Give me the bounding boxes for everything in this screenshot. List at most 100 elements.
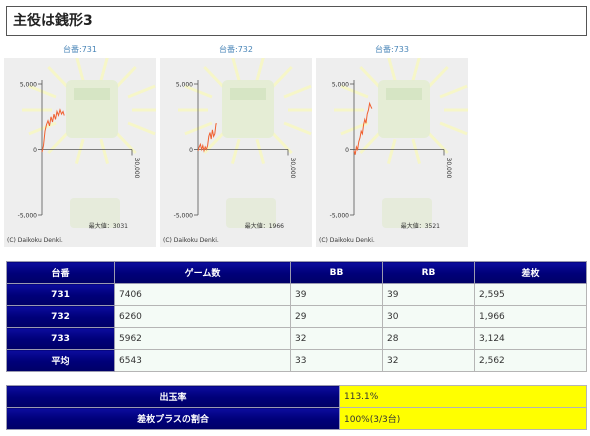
y-tick-label: 0 (33, 147, 37, 154)
max-value-label: 最大値：1966 (245, 222, 284, 230)
y-tick-label: 5,000 (176, 82, 193, 89)
decorative-ray (427, 132, 449, 155)
decorative-ray (184, 121, 213, 136)
x-end-label: 30,000 (133, 158, 140, 179)
cell-bb: 29 (290, 305, 383, 328)
summary-value-payout-rate: 113.1% (339, 385, 587, 408)
y-tick-label: 5,000 (20, 82, 37, 89)
cell-bb: 33 (290, 349, 383, 372)
decorative-ray (127, 84, 156, 99)
row-label: 平均 (6, 349, 115, 372)
decorative-ray (439, 84, 468, 99)
decorative-machine-band (74, 88, 110, 100)
cell-games: 6543 (114, 349, 291, 372)
copyright-label: (C) Daikoku Denki. (7, 237, 63, 244)
series-line (353, 101, 373, 155)
decorative-ray (386, 138, 397, 165)
decorative-ray (230, 138, 241, 165)
cell-rb: 39 (382, 283, 475, 306)
col-header-rb: RB (382, 261, 475, 284)
x-end-label: 30,000 (289, 158, 296, 179)
decorative-machine-band (386, 88, 422, 100)
table-row-average: 平均 6543 33 32 2,562 (6, 349, 587, 372)
table-header-row: 台番 ゲーム数 BB RB 差枚 (6, 261, 587, 284)
summary-label-payout-rate: 出玉率 (6, 385, 340, 408)
decorative-ray (255, 138, 266, 165)
cell-games: 7406 (114, 283, 291, 306)
decorative-ray (359, 65, 381, 88)
graph-card-733: 台番:733 5,000 0 -5,000 30,000 最大値：3521 (C) Dai… (316, 44, 468, 247)
y-tick-label: 5,000 (332, 82, 349, 89)
graph-card-732: 台番:732 5,000 0 -5,000 30,000 最大値：1966 (C) Dai… (160, 44, 312, 247)
decorative-machine-lower (70, 198, 120, 228)
decorative-ray (115, 65, 137, 88)
decorative-ray (231, 58, 241, 82)
decorative-ray (127, 121, 156, 136)
decorative-ray (184, 84, 213, 99)
max-value-label: 最大値：3031 (89, 222, 128, 230)
graph-machine-label: 台番:733 (375, 45, 409, 54)
decorative-ray (427, 65, 449, 88)
decorative-ray (203, 65, 225, 88)
row-label: 731 (6, 283, 115, 306)
decorative-ray (75, 58, 85, 82)
col-header-diff: 差枚 (474, 261, 587, 284)
decorative-ray (283, 121, 312, 136)
decorative-ray (411, 58, 421, 82)
decorative-ray (255, 58, 265, 82)
cell-games: 5962 (114, 327, 291, 350)
cell-bb: 39 (290, 283, 383, 306)
y-tick-label: -5,000 (174, 213, 194, 220)
max-value-label: 最大値：3521 (401, 222, 440, 230)
decorative-ray (115, 132, 137, 155)
page-title: 主役は銭形3 (6, 6, 587, 36)
cell-diff: 1,966 (474, 305, 587, 328)
decorative-ray (340, 84, 369, 99)
decorative-ray (74, 138, 85, 165)
table-row: 732 6260 29 30 1,966 (6, 305, 587, 328)
decorative-machine-lower (226, 198, 276, 228)
decorative-ray (271, 132, 293, 155)
cell-rb: 32 (382, 349, 475, 372)
cell-bb: 32 (290, 327, 383, 350)
summary-row: 差枚プラスの割合 100%(3/3台) (6, 407, 587, 430)
x-end-label: 30,000 (445, 158, 452, 179)
copyright-label: (C) Daikoku Denki. (163, 237, 219, 244)
decorative-machine-band (230, 88, 266, 100)
cell-games: 6260 (114, 305, 291, 328)
slump-graph: 5,000 0 -5,000 30,000 最大値：3521 (C) Daikoku De… (316, 58, 468, 247)
y-tick-label: 0 (345, 147, 349, 154)
col-header-games: ゲーム数 (114, 261, 291, 284)
row-label: 733 (6, 327, 115, 350)
cell-diff: 2,562 (474, 349, 587, 372)
decorative-ray (28, 84, 57, 99)
decorative-machine-lower (382, 198, 432, 228)
decorative-ray (99, 58, 109, 82)
row-label: 732 (6, 305, 115, 328)
col-header-bb: BB (290, 261, 383, 284)
decorative-ray (47, 65, 69, 88)
decorative-ray (439, 121, 468, 136)
y-tick-label: -5,000 (330, 213, 350, 220)
decorative-ray (387, 58, 397, 82)
series-line (41, 108, 65, 153)
decorative-ray (283, 84, 312, 99)
col-header-machine: 台番 (6, 261, 115, 284)
summary-row: 出玉率 113.1% (6, 385, 587, 408)
decorative-ray (411, 138, 422, 165)
summary-value-plus-ratio: 100%(3/3台) (339, 407, 587, 430)
y-tick-label: -5,000 (18, 213, 38, 220)
decorative-ray (28, 121, 57, 136)
graph-machine-label: 台番:732 (219, 45, 253, 54)
series-line (197, 123, 217, 153)
machine-data-table: 台番 ゲーム数 BB RB 差枚 731 7406 39 39 2,595 73… (6, 261, 587, 372)
table-row: 733 5962 32 28 3,124 (6, 327, 587, 350)
graph-card-731: 台番:731 5,000 0 -5,000 30,000 最大値：3031 (C) Dai… (4, 44, 156, 247)
cell-diff: 2,595 (474, 283, 587, 306)
cell-rb: 30 (382, 305, 475, 328)
summary-table: 出玉率 113.1% 差枚プラスの割合 100%(3/3台) (6, 385, 587, 430)
table-row: 731 7406 39 39 2,595 (6, 283, 587, 306)
cell-diff: 3,124 (474, 327, 587, 350)
graph-machine-label: 台番:731 (63, 45, 97, 54)
y-tick-label: 0 (189, 147, 193, 154)
